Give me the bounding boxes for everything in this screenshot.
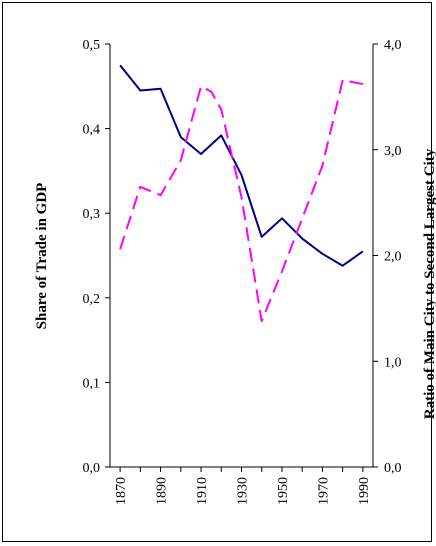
x-tick-label: 1930	[236, 477, 251, 505]
series-trade-share-line	[119, 64, 364, 267]
x-tick-label: 1910	[195, 477, 210, 505]
axes: 0,0 0,1 0,2 0,3 0,4 0,5 0,0 1,0 2,0 3,0 4,0 1870 189…	[83, 38, 402, 505]
y-left-tick-label: 0,0	[83, 461, 101, 476]
y-right-tick-label: 4,0	[384, 38, 402, 53]
chart-frame	[2, 2, 432, 542]
x-tick-label: 1870	[114, 477, 129, 505]
y-axis-right-title: Ratio of Main City to Second Largest Cit…	[422, 148, 436, 419]
x-tick-label: 1990	[357, 477, 372, 505]
y-axis-left-title: Share of Trade in GDP	[34, 183, 50, 330]
x-tick-label: 1950	[276, 477, 291, 505]
x-tick-label: 1970	[316, 477, 331, 505]
y-left-tick-label: 0,3	[83, 207, 101, 222]
y-right-tick-label: 3,0	[384, 144, 402, 159]
y-left-tick-label: 0,1	[83, 376, 101, 391]
y-right-tick-label: 1,0	[384, 355, 402, 370]
y-left-tick-label: 0,4	[83, 123, 101, 138]
y-right-tick-label: 2,0	[384, 250, 402, 265]
y-right-tick-label: 0,0	[384, 461, 402, 476]
x-tick-label: 1890	[155, 477, 170, 505]
y-left-tick-label: 0,5	[83, 38, 101, 53]
series-layer	[119, 64, 364, 323]
series-city-ratio-line	[119, 79, 364, 323]
y-left-tick-label: 0,2	[83, 292, 101, 307]
